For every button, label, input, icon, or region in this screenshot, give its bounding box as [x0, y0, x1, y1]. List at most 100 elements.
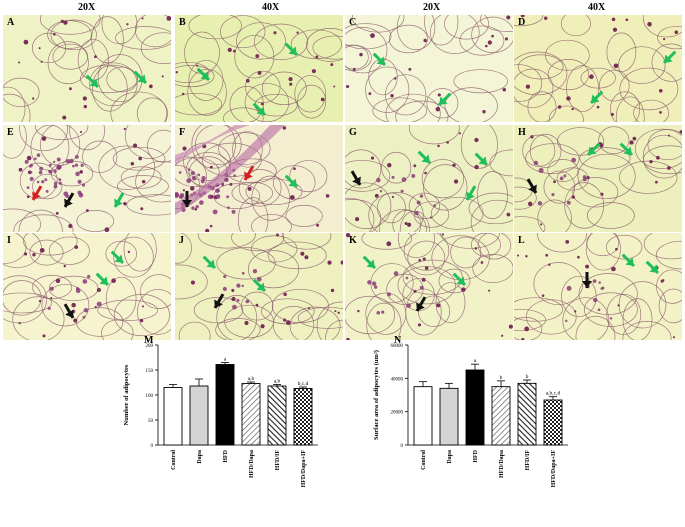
magnification-label-40x-right: 40X [588, 2, 606, 13]
green-arrow-icon [621, 253, 636, 268]
green-arrow-icon [252, 278, 267, 293]
adipose-tissue-image [3, 15, 171, 122]
bar-hfd-dapa [241, 383, 261, 446]
adipose-tissue-image [514, 15, 682, 122]
significance-label: a,b [274, 379, 281, 385]
magnification-label-20x-right: 20X [423, 2, 441, 13]
adipose-tissue-image [345, 15, 513, 122]
bar-hfd-if [267, 385, 287, 446]
green-arrow-icon [284, 174, 299, 189]
panel-letter: E [7, 127, 14, 138]
black-arrow-icon [582, 272, 592, 288]
black-arrow-icon [350, 170, 362, 186]
error-bar [471, 363, 479, 370]
green-arrow-icon [437, 92, 452, 107]
chart-surface-area-of-adipocytes: N 0 20000 40000 60000 Surface area of adipocy… [373, 335, 568, 488]
chart-number-of-adipocytes: M 0 50 100 150 200 Number of adipocytes Control… [123, 335, 318, 488]
panel-letter: L [518, 235, 525, 246]
black-arrow-icon [182, 191, 192, 207]
green-arrow-icon [372, 52, 387, 67]
adipose-tissue-image [345, 233, 513, 340]
error-bar [549, 396, 557, 400]
significance-label: a,b,c,d [546, 391, 561, 397]
green-arrow-icon [474, 152, 489, 167]
panel-letter: I [7, 235, 11, 246]
y-axis-label: Number of adipocytes [123, 364, 130, 425]
chart-panel-letter: M [144, 335, 154, 346]
green-arrow-icon [465, 185, 477, 201]
panel-letter: A [7, 17, 15, 28]
y-tick-label: 40000 [391, 377, 404, 382]
green-arrow-icon [196, 67, 211, 82]
significance-label: b [526, 374, 529, 380]
panel-letter: G [349, 127, 357, 138]
black-arrow-icon [415, 296, 427, 312]
micrograph-panel-e: E [3, 125, 171, 232]
chart-panel-letter: N [394, 335, 402, 346]
micrograph-panel-i: I [3, 233, 171, 340]
y-axis-label: Surface area of adipocytes (um²) [373, 350, 380, 440]
panel-letter: D [518, 17, 526, 28]
y-tick-label: 150 [146, 369, 154, 374]
micrograph-panel-d: D [514, 15, 682, 122]
adipose-tissue-image [3, 125, 171, 232]
x-tick-label: HFD/Dapa [249, 450, 255, 478]
x-tick-label: HFD [473, 449, 479, 462]
error-bar [247, 381, 255, 384]
black-arrow-icon [63, 192, 75, 208]
black-arrow-icon [213, 293, 225, 309]
panel-letter: H [518, 127, 526, 138]
green-arrow-icon [586, 142, 601, 157]
x-tick-label: Dapa [447, 450, 453, 464]
x-tick-label: HFD/Dapa [499, 450, 505, 478]
bar-hfd-if [517, 382, 537, 446]
micrograph-panel-h: H [514, 125, 682, 232]
black-arrow-icon [526, 178, 538, 194]
micrograph-panel-k: K [345, 233, 513, 340]
y-tick-label: 0 [401, 444, 404, 449]
magnification-label-40x-left: 40X [262, 2, 280, 13]
micrograph-panel-g: G [345, 125, 513, 232]
adipose-tissue-image [514, 233, 682, 340]
error-bar [299, 386, 307, 389]
x-tick-label: HFD [223, 449, 229, 462]
green-arrow-icon [662, 50, 677, 65]
bar-control [413, 386, 433, 446]
bar-dapa [439, 387, 459, 446]
x-tick-label: Dapa [197, 450, 203, 464]
significance-label: b [500, 375, 503, 381]
micrograph-panel-b: B [175, 15, 343, 122]
red-arrow-icon [243, 165, 255, 181]
significance-label: a,b [248, 376, 255, 382]
x-tick-label: HFD/IF [275, 450, 281, 471]
y-tick-label: 50 [148, 419, 154, 424]
panel-letter: B [179, 17, 186, 28]
micrograph-panel-c: C [345, 15, 513, 122]
green-arrow-icon [589, 90, 604, 105]
bar-dapa [189, 385, 209, 446]
adipose-tissue-image [345, 125, 513, 232]
green-arrow-icon [362, 255, 377, 270]
y-tick-label: 100 [146, 394, 154, 399]
significance-label: a [474, 358, 477, 364]
adipose-tissue-image [175, 15, 343, 122]
green-arrow-icon [452, 272, 467, 287]
error-bar [445, 382, 453, 389]
significance-label: b,c,d [298, 381, 309, 387]
y-tick-label: 200 [146, 344, 154, 349]
error-bar [273, 384, 281, 386]
x-tick-label: HFD/IF [525, 450, 531, 471]
y-tick-label: 60000 [391, 344, 404, 349]
green-arrow-icon [95, 272, 110, 287]
adipose-tissue-image [514, 126, 682, 232]
error-bar [169, 384, 177, 388]
x-tick-label: HFD/Dapa+IF [551, 450, 557, 488]
red-arrow-icon [31, 185, 43, 201]
green-arrow-icon [113, 192, 125, 208]
black-arrow-icon [63, 303, 75, 319]
x-tick-label: HFD/Dapa+IF [301, 450, 307, 488]
panel-letter: K [349, 235, 357, 246]
green-arrow-icon [85, 74, 100, 89]
bar-hfd [215, 364, 235, 446]
error-bar [195, 378, 203, 386]
